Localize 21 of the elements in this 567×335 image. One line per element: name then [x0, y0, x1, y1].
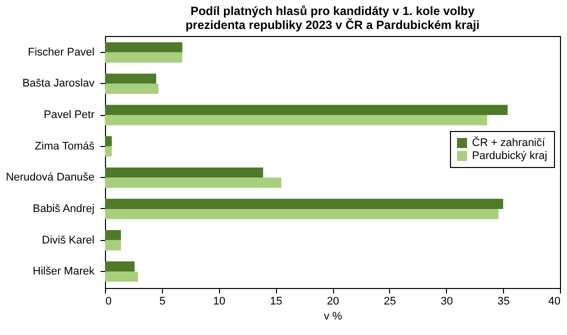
x-tick-label: 40 — [548, 296, 560, 308]
x-tick-label: 0 — [106, 296, 112, 308]
x-axis-title: v % — [324, 310, 342, 322]
y-tick-label: Hilšer Marek — [32, 266, 95, 278]
y-tick-label: Fischer Pavel — [28, 46, 94, 58]
x-tick-label: 5 — [159, 296, 166, 308]
x-tick-label: 35 — [498, 296, 510, 308]
x-tick-label: 20 — [326, 296, 340, 308]
x-tick-label: 15 — [270, 296, 282, 308]
y-tick-label: Zima Tomáš — [34, 140, 95, 152]
y-tick-label: Nerudová Danuše — [6, 172, 94, 184]
legend-label: Pardubický kraj — [472, 150, 548, 162]
chart-title: Podíl platných hlasů pro kandidáty v 1. kole volby prezidenta republiky 2023 v ČR a Pardubickém kraji — [185, 4, 480, 32]
y-tick-label: Pavel Petr — [44, 109, 95, 122]
legend-label: ČR + zahraničí — [472, 136, 546, 149]
x-tick-label: 10 — [213, 296, 226, 308]
y-tick-label: Bašta Jaroslav — [22, 78, 95, 90]
x-tick-label: 25 — [384, 296, 396, 308]
x-tick-label: 30 — [440, 296, 453, 308]
y-tick-label: Diviš Karel — [42, 234, 94, 246]
y-tick-label: Babiš Andrej — [32, 202, 94, 215]
